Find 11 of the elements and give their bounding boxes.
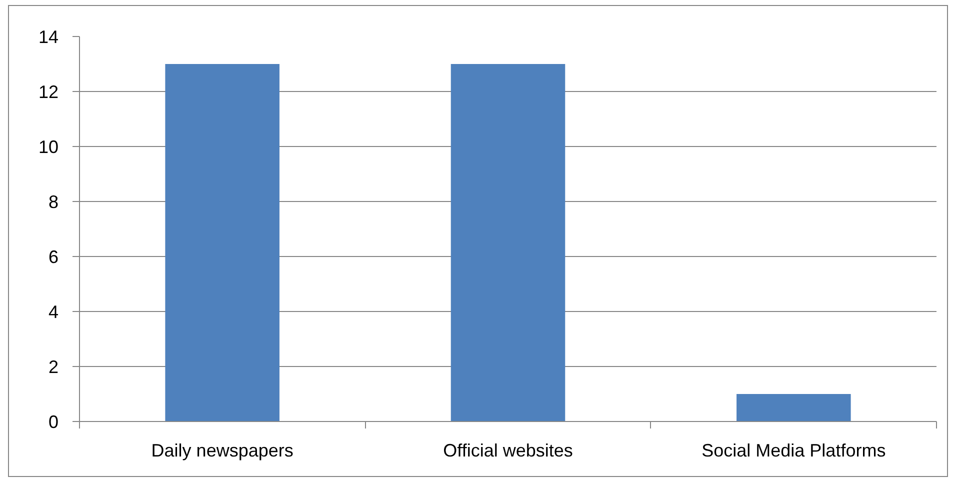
y-tick-label: 4	[48, 302, 59, 322]
y-tick-label: 0	[48, 412, 59, 432]
x-tick-label: Daily newspapers	[151, 440, 294, 460]
y-tick-label: 8	[48, 192, 59, 212]
x-tick-label: Official websites	[443, 440, 573, 460]
x-tick-label: Social Media Platforms	[702, 440, 886, 460]
y-tick-label: 14	[38, 27, 59, 47]
y-tick-label: 6	[48, 247, 59, 267]
y-tick-label: 2	[48, 357, 59, 377]
y-tick-label: 10	[38, 137, 59, 157]
y-tick-label: 12	[38, 82, 59, 102]
